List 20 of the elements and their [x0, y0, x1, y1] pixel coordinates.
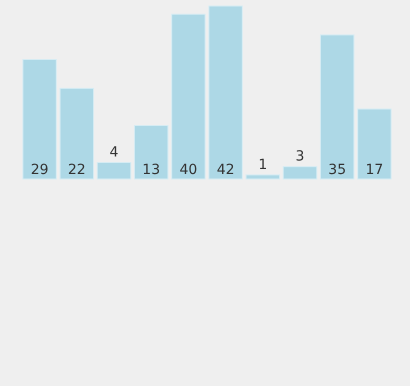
data-label: 35 — [328, 162, 346, 178]
data-label: 1 — [258, 156, 268, 173]
data-label: 42 — [216, 162, 235, 178]
bar — [357, 108, 392, 180]
data-label: 4 — [110, 144, 119, 161]
bar — [60, 88, 94, 180]
bar — [282, 166, 318, 180]
bar — [96, 162, 132, 180]
bar — [134, 124, 168, 180]
bar — [208, 6, 243, 180]
bar — [320, 34, 354, 180]
bar — [171, 14, 206, 180]
data-label: 40 — [179, 162, 198, 178]
data-label: 22 — [68, 162, 86, 178]
data-label: 29 — [30, 162, 49, 178]
bar — [22, 59, 57, 180]
bar — [246, 174, 280, 180]
data-label: 13 — [142, 162, 160, 178]
data-label: 17 — [365, 162, 384, 178]
data-label: 3 — [296, 148, 304, 165]
